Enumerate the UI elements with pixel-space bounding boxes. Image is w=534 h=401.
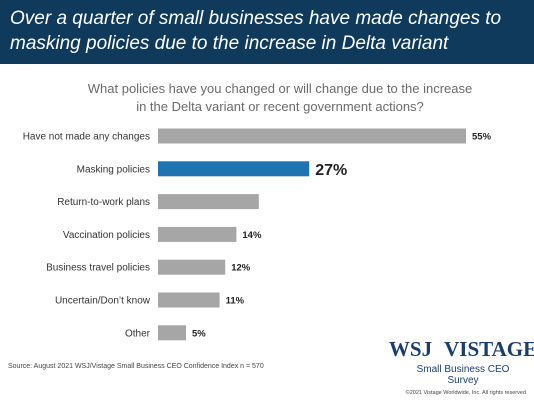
bar <box>158 325 186 341</box>
category-label: Other <box>125 328 151 339</box>
question-line-2: in the Delta variant or recent governmen… <box>136 99 424 114</box>
value-label: 55% <box>472 132 492 143</box>
title-banner: Over a quarter of small businesses have … <box>0 0 534 64</box>
value-label: 14% <box>242 230 262 241</box>
bar <box>158 128 466 144</box>
value-label: 11% <box>226 296 245 307</box>
logo-vistage: VISTAGE <box>444 337 534 361</box>
title-line-1: Over a quarter of small businesses have … <box>10 8 502 29</box>
category-label: Have not made any changes <box>23 132 150 143</box>
category-label: Business travel policies <box>46 263 150 274</box>
value-label: 5% <box>192 328 206 339</box>
survey-question: What policies have you changed or will c… <box>40 80 520 116</box>
logo-subtitle: Small Business CEO Survey <box>416 364 510 386</box>
bar-chart: Have not made any changes 55% Masking poli… <box>23 128 492 341</box>
bar <box>158 194 259 210</box>
bar <box>158 226 237 242</box>
page-title: Over a quarter of small businesses have … <box>10 6 526 56</box>
bar <box>158 292 220 308</box>
value-label: 12% <box>231 263 251 274</box>
bar <box>158 259 226 275</box>
category-label: Vaccination policies <box>63 230 150 241</box>
copyright-note: ©2021 Vistage Worldwide, Inc. All rights… <box>405 390 526 396</box>
value-label: 27% <box>315 162 347 179</box>
logo-wsj: WSJ <box>388 337 433 361</box>
title-line-2: masking policies due to the increase in … <box>10 33 449 54</box>
bar <box>158 161 310 177</box>
question-line-1: What policies have you changed or will c… <box>87 81 473 96</box>
wsj-vistage-logo: WSJ VISTAGE Small Business CEO Survey <box>389 337 534 386</box>
category-label: Return-to-work plans <box>57 197 150 208</box>
category-label: Masking policies <box>77 164 150 175</box>
category-label: Uncertain/Don’t know <box>55 296 151 307</box>
source-note: Source: August 2021 WSJ/Vistage Small Bu… <box>8 363 264 370</box>
